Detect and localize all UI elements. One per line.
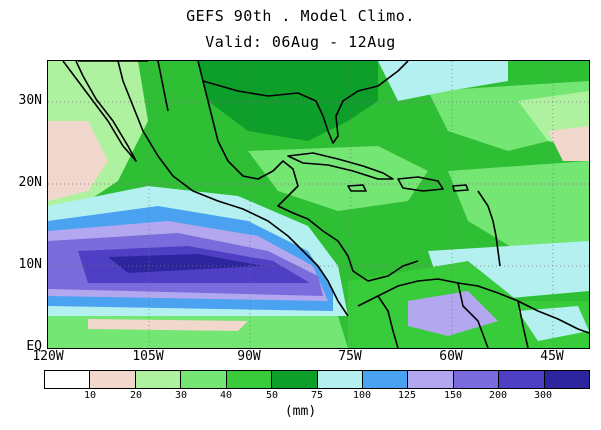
legend-tick-label: 300 [533,390,553,401]
lon-label-90w: 90W [237,349,261,364]
legend-swatch [362,371,409,388]
precip-zone-north [198,61,378,141]
legend-swatch [317,371,363,388]
precip-zone-itcz-max [108,254,263,273]
legend-swatch [272,371,318,388]
legend-tick-label: 50 [265,390,279,401]
legend-tick-label: 30 [174,390,188,401]
lon-label-75w: 75W [338,349,362,364]
lat-label-20n: 20N [18,175,42,190]
lon-label-105w: 105W [132,349,164,364]
legend-tick-label: 75 [310,390,324,401]
precip-zone-pacific-dry [48,121,108,201]
legend-swatch [90,371,136,388]
precip-zone-guiana [518,306,589,341]
legend-units: (mm) [284,404,317,419]
map-canvas [48,61,589,348]
precip-zone-atlantic-mid [448,161,589,251]
legend-swatch [135,371,182,388]
legend-tick-label: 10 [83,390,97,401]
precip-zone-colombia [408,291,498,336]
lat-label-eq: EQ [26,339,42,354]
legend-swatch [544,371,590,388]
lon-label-45w: 45W [540,349,564,364]
legend-swatch [453,371,500,388]
legend-tick-label: 150 [443,390,463,401]
legend-swatch [408,371,454,388]
legend-tick-label: 20 [129,390,143,401]
precip-zone-atlantic-pink [548,126,589,161]
precip-zone-cyan-north [378,61,508,101]
legend-tick-label: 100 [352,390,372,401]
legend-swatch [181,371,227,388]
legend-swatch [45,371,91,388]
lon-label-120w: 120W [32,349,64,364]
map-title: GEFS 90th . Model Climo. [186,7,415,25]
lon-label-60w: 60W [439,349,463,364]
lat-label-30n: 30N [18,93,42,108]
coastlines [62,61,589,348]
map-subtitle: Valid: 06Aug - 12Aug [205,33,396,51]
precipitation-map [47,60,590,349]
legend-tick-label: 125 [397,390,417,401]
precip-zone-gulf [248,146,428,211]
legend-tick-label: 200 [488,390,508,401]
legend-swatch [499,371,545,388]
precip-zone-south-dry [88,319,248,331]
lat-label-10n: 10N [18,257,42,272]
legend-colorbar [44,370,590,389]
legend-tick-label: 40 [219,390,233,401]
legend-swatch [226,371,273,388]
